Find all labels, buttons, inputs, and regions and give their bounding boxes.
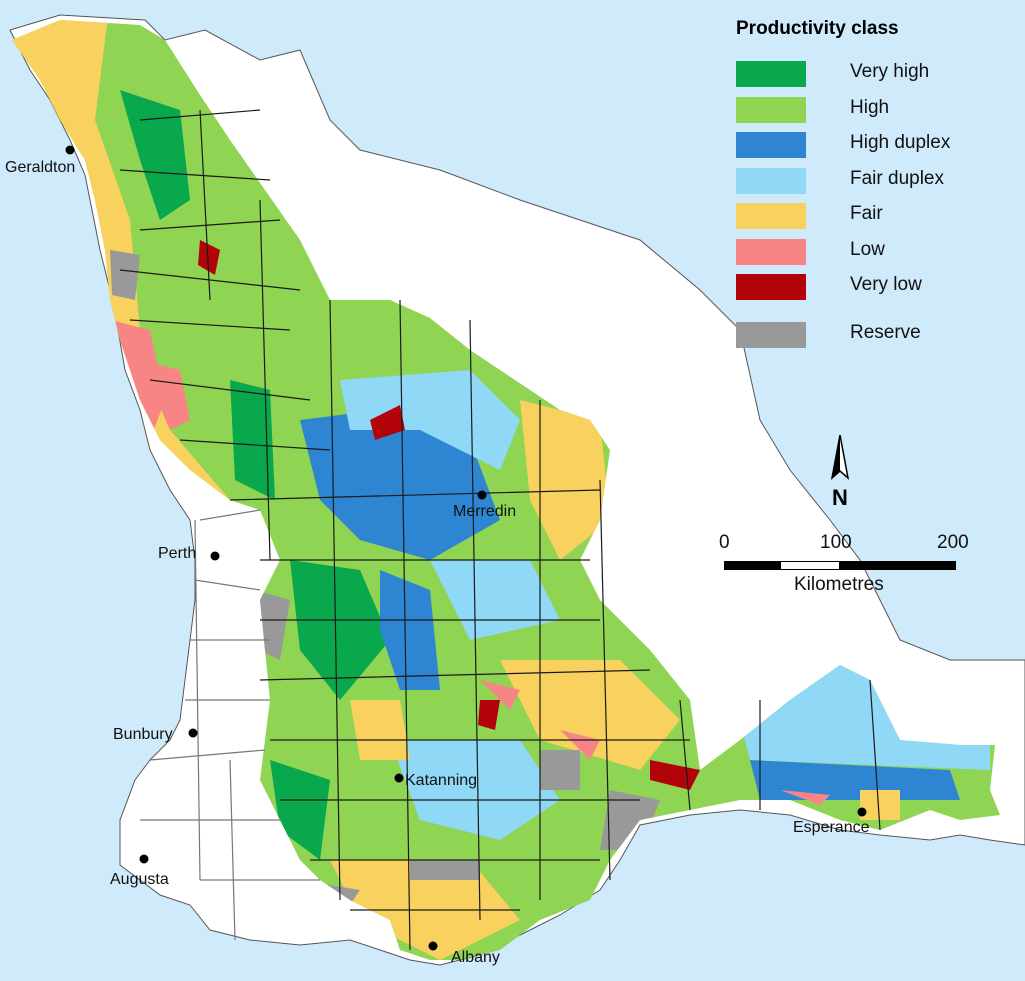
legend-swatch xyxy=(736,238,806,265)
scale-segment xyxy=(780,561,840,570)
scale-segment xyxy=(724,561,781,570)
town-label: Katanning xyxy=(405,772,477,789)
legend-swatch xyxy=(736,132,806,158)
legend-item-low: Low xyxy=(736,236,1016,272)
legend-label: Fair duplex xyxy=(850,167,944,189)
legend-label: Fair xyxy=(850,203,883,224)
north-label: N xyxy=(832,485,848,510)
legend-label: Low xyxy=(850,238,885,260)
legend-label: High duplex xyxy=(850,132,951,153)
town-marker xyxy=(65,145,75,155)
legend-swatch xyxy=(736,274,806,300)
town-marker xyxy=(477,490,487,500)
shire-boundaries xyxy=(119,109,881,951)
legend-item-fair-duplex: Fair duplex xyxy=(736,165,1016,201)
town-label: Perth xyxy=(158,545,196,562)
town-augusta: Augusta xyxy=(110,854,169,888)
legend-swatch xyxy=(736,167,806,194)
legend-label: Very high xyxy=(850,61,930,82)
town-marker xyxy=(210,551,220,561)
legend-label: Reserve xyxy=(850,321,921,343)
town-label: Albany xyxy=(451,949,500,966)
town-label: Augusta xyxy=(110,871,169,888)
legend-label: Very low xyxy=(850,274,922,295)
town-merredin: Merredin xyxy=(453,490,516,520)
legend-item-very-high: Very high xyxy=(736,58,1016,94)
town-label: Bunbury xyxy=(113,726,173,743)
north-arrow-icon: N xyxy=(830,434,850,510)
town-albany: Albany xyxy=(428,941,500,966)
legend-item-fair: Fair xyxy=(736,200,1016,236)
town-label: Geraldton xyxy=(5,159,75,176)
scale-segment xyxy=(839,561,956,570)
town-marker xyxy=(394,773,404,783)
legend-item-high: High xyxy=(736,94,1016,130)
scale-bar: 0 100 200 Kilometres xyxy=(716,532,976,602)
town-marker xyxy=(139,854,149,864)
legend-swatch xyxy=(736,61,806,87)
town-label: Merredin xyxy=(453,503,516,520)
scale-unit-label: Kilometres xyxy=(794,574,884,595)
town-label: Esperance xyxy=(793,819,870,836)
legend-item-high-duplex: High duplex xyxy=(736,129,1016,165)
town-geraldton: Geraldton xyxy=(5,145,75,176)
legend-swatch xyxy=(736,96,806,123)
town-marker xyxy=(857,807,867,817)
scale-tick-0: 0 xyxy=(719,532,730,553)
scale-tick-100: 100 xyxy=(820,532,852,553)
town-marker xyxy=(428,941,438,951)
town-perth: Perth xyxy=(158,545,220,562)
legend-label: High xyxy=(850,96,890,118)
legend-swatch xyxy=(736,321,806,348)
legend-item-reserve: Reserve xyxy=(736,319,1016,355)
legend-swatch xyxy=(736,203,806,229)
town-katanning: Katanning xyxy=(394,772,477,789)
town-esperance: Esperance xyxy=(793,807,870,836)
scale-tick-200: 200 xyxy=(937,532,969,553)
legend-item-very-low: Very low xyxy=(736,271,1016,307)
legend: Productivity class Very high High High d… xyxy=(736,18,1016,354)
town-marker xyxy=(188,728,198,738)
town-bunbury: Bunbury xyxy=(113,726,198,743)
legend-title: Productivity class xyxy=(736,18,899,39)
